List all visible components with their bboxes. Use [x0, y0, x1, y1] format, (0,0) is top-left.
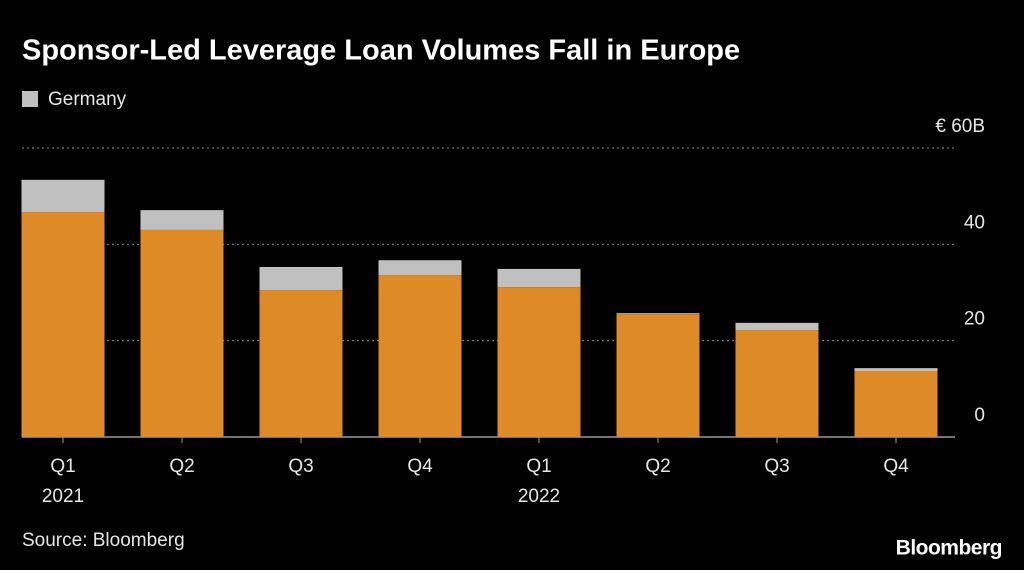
bar-segment — [378, 260, 462, 276]
x-tick-label: Q4 — [883, 456, 909, 477]
legend-swatch — [22, 91, 38, 107]
x-year-label: 2021 — [42, 486, 84, 507]
bar-segment — [140, 210, 224, 230]
x-tick-label: Q3 — [288, 456, 313, 477]
chart-title: Sponsor-Led Leverage Loan Volumes Fall i… — [22, 35, 740, 67]
bar-segment — [259, 266, 343, 291]
bar-segment — [854, 371, 938, 437]
legend-label: Germany — [48, 89, 127, 110]
x-tick-label: Q3 — [764, 456, 789, 477]
bar-segment — [497, 268, 581, 288]
bar-segment — [378, 275, 462, 437]
x-tick-label: Q2 — [169, 456, 194, 477]
x-tick-label: Q2 — [645, 456, 670, 477]
bar-segment — [735, 322, 819, 331]
bar-segment — [21, 212, 105, 437]
y-tick-label: 20 — [964, 309, 985, 330]
bar-segment — [616, 314, 700, 437]
bar-segment — [497, 287, 581, 437]
bar-segment — [259, 290, 343, 437]
x-tick-label: Q4 — [407, 456, 433, 477]
bar-segment — [854, 368, 938, 372]
bar-segment — [735, 330, 819, 437]
x-tick-label: Q1 — [526, 456, 551, 477]
logo: Bloomberg — [896, 537, 1002, 560]
x-year-label: 2022 — [518, 486, 560, 507]
x-tick-label: Q1 — [50, 456, 75, 477]
bar-segment — [21, 179, 105, 213]
source: Source: Bloomberg — [22, 530, 185, 551]
bar-segment — [140, 229, 224, 437]
y-tick-label: 40 — [964, 212, 985, 233]
y-tick-label: € 60B — [935, 116, 985, 137]
y-tick-label: 0 — [974, 405, 985, 426]
bar-segment — [616, 313, 700, 315]
